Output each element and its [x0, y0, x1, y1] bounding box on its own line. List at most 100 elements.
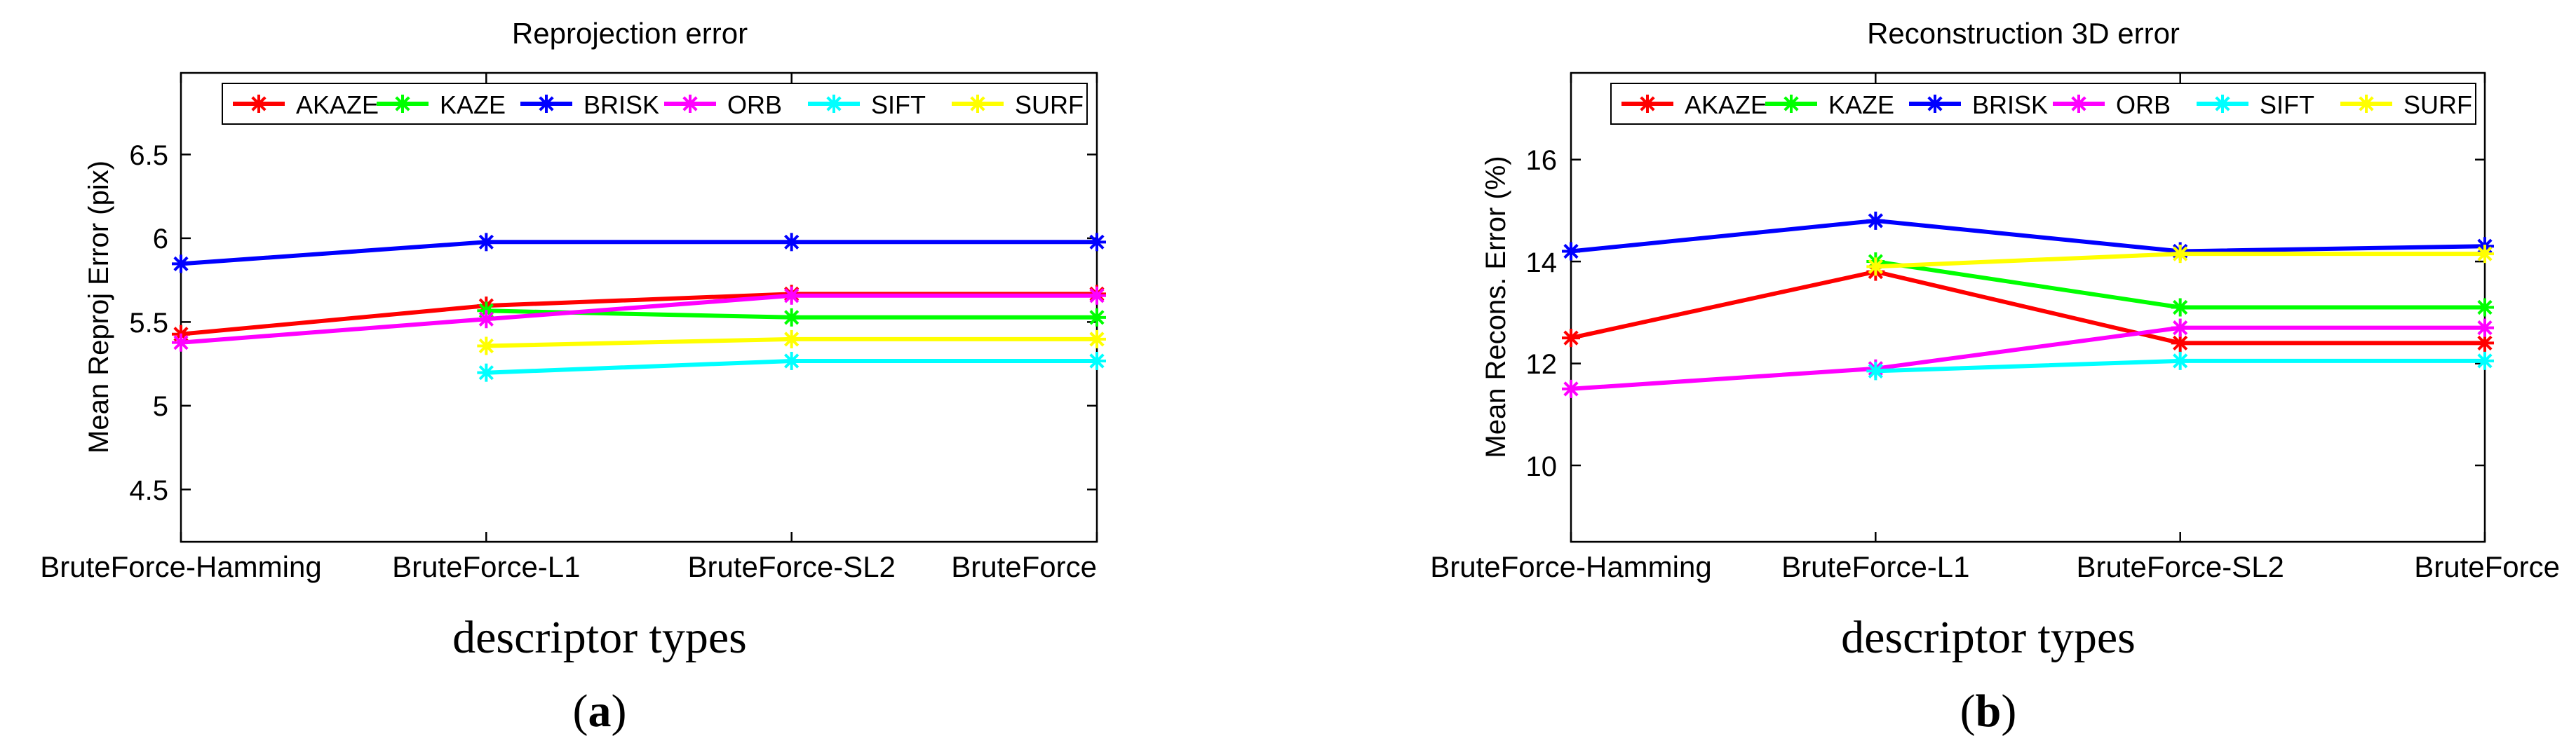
- legend-box: [1610, 83, 2476, 125]
- x-axis: BruteForce-Hamming BruteForce-L1 BruteFo…: [40, 73, 1098, 583]
- data-point-marker: [172, 333, 190, 352]
- legend-item-surf: SURF: [952, 90, 1084, 119]
- data-point-marker: [2171, 318, 2190, 337]
- legend-marker: [1638, 95, 1657, 113]
- legend-marker: [537, 95, 555, 113]
- y-tick-label: 14: [1526, 247, 1558, 278]
- legend: AKAZE KAZE BRISK ORB SIFT: [1610, 83, 2476, 125]
- y-tick-group: 10: [1526, 451, 2485, 482]
- data-point-marker: [2171, 351, 2190, 370]
- x-tick-group: BruteForce-Hamming: [40, 73, 322, 583]
- y-tick-group: 12: [1526, 349, 2485, 380]
- legend-item-sift: SIFT: [2197, 90, 2314, 119]
- legend-marker: [2070, 95, 2088, 113]
- data-point-marker: [393, 95, 412, 113]
- data-point-marker: [1562, 379, 1580, 398]
- data-point-marker: [2213, 95, 2232, 113]
- y-tick-label: 10: [1526, 451, 1558, 482]
- data-point-marker: [477, 310, 496, 329]
- x-tick-group: BruteForce-Hamming: [1430, 73, 1712, 583]
- x-axis-label: descriptor types: [452, 612, 747, 663]
- panel-label-letter: b: [1976, 686, 2002, 737]
- chart-panel-a: Reprojection error 4.5 5 5.5 6: [40, 17, 1106, 737]
- data-point-marker: [2070, 95, 2088, 113]
- data-point-marker: [1088, 308, 1106, 327]
- data-point-marker: [537, 95, 555, 113]
- data-point-marker: [825, 95, 843, 113]
- series-sift: [1866, 351, 2494, 381]
- legend-marker: [969, 95, 987, 113]
- data-point-marker: [782, 233, 801, 252]
- legend-item-surf: SURF: [2340, 90, 2472, 119]
- chart-title: Reconstruction 3D error: [1867, 17, 2180, 50]
- legend-item-brisk: BRISK: [520, 90, 659, 119]
- data-point-marker: [2476, 334, 2494, 353]
- series-orb: [1562, 318, 2494, 398]
- legend-label: KAZE: [1828, 90, 1894, 119]
- legend-label: AKAZE: [1685, 90, 1767, 119]
- x-tick-label: BruteForce: [2414, 550, 2560, 583]
- chart-panel-b: Reconstruction 3D error 10 12 14 16: [1430, 17, 2560, 737]
- data-point-marker: [1562, 242, 1580, 261]
- series-line: [180, 293, 1097, 345]
- legend-item-akaze: AKAZE: [1621, 90, 1767, 119]
- data-point-marker: [1638, 95, 1657, 113]
- x-tick-group: BruteForce-L1: [1781, 73, 1970, 583]
- data-point-marker: [1088, 329, 1106, 348]
- series-layer: [172, 233, 1106, 382]
- data-point-marker: [2357, 95, 2375, 113]
- panel-label: (a): [573, 686, 627, 737]
- data-point-marker: [1088, 286, 1106, 305]
- x-tick-group: BruteForce-SL2: [687, 73, 896, 583]
- y-tick-group: 4.5: [129, 475, 1097, 506]
- legend-item-orb: ORB: [2053, 90, 2171, 119]
- data-point-marker: [782, 308, 801, 327]
- data-point-marker: [1866, 211, 1885, 230]
- data-point-marker: [1866, 362, 1885, 381]
- x-axis: BruteForce-Hamming BruteForce-L1 BruteFo…: [1430, 73, 2560, 583]
- y-axis-label: Mean Reproj Error (pix): [83, 161, 114, 454]
- y-tick-group: 6: [153, 224, 1097, 254]
- legend-item-orb: ORB: [664, 90, 782, 119]
- legend-marker: [1782, 95, 1800, 113]
- legend-marker: [825, 95, 843, 113]
- x-tick-group: BruteForce-SL2: [2076, 73, 2284, 583]
- x-tick-label: BruteForce-L1: [1781, 550, 1969, 583]
- y-tick-group: 14: [1526, 247, 2485, 278]
- data-point-marker: [782, 329, 801, 348]
- x-tick-label: BruteForce-SL2: [2076, 550, 2284, 583]
- y-tick-label: 12: [1526, 349, 1558, 380]
- legend-item-brisk: BRISK: [1909, 90, 2048, 119]
- legend-label: SURF: [2403, 90, 2472, 119]
- y-tick-group: 5: [153, 391, 1097, 422]
- y-tick-group: 5.5: [129, 308, 1097, 339]
- legend-marker: [250, 95, 268, 113]
- y-tick-label: 6.5: [129, 140, 168, 171]
- series-line: [180, 240, 1097, 266]
- panel-label-close: ): [2001, 686, 2016, 737]
- panel-label-letter: a: [588, 686, 612, 737]
- data-point-marker: [477, 363, 496, 382]
- y-tick-label: 6: [153, 224, 168, 254]
- y-tick-group: 16: [1526, 145, 2485, 176]
- legend-label: SIFT: [2260, 90, 2314, 119]
- x-tick-label: BruteForce-SL2: [687, 550, 895, 583]
- data-point-marker: [681, 95, 699, 113]
- x-tick-group: BruteForce-L1: [392, 73, 581, 583]
- series-sift: [477, 351, 1106, 382]
- data-point-marker: [1088, 233, 1106, 252]
- y-tick-label: 5: [153, 391, 168, 422]
- plot-frame: [180, 71, 1098, 543]
- legend: AKAZE KAZE BRISK ORB SIFT: [222, 83, 1088, 125]
- panel-label: (b): [1960, 686, 2017, 737]
- x-tick-group: BruteForce: [2414, 73, 2560, 583]
- series-line: [1570, 218, 2486, 254]
- y-tick-label: 4.5: [129, 475, 168, 506]
- legend-label: SIFT: [871, 90, 926, 119]
- legend-item-kaze: KAZE: [1765, 90, 1894, 119]
- data-point-marker: [2171, 334, 2190, 353]
- data-point-marker: [2476, 245, 2494, 264]
- data-point-marker: [1088, 351, 1106, 370]
- panel-label-open: (: [573, 686, 588, 737]
